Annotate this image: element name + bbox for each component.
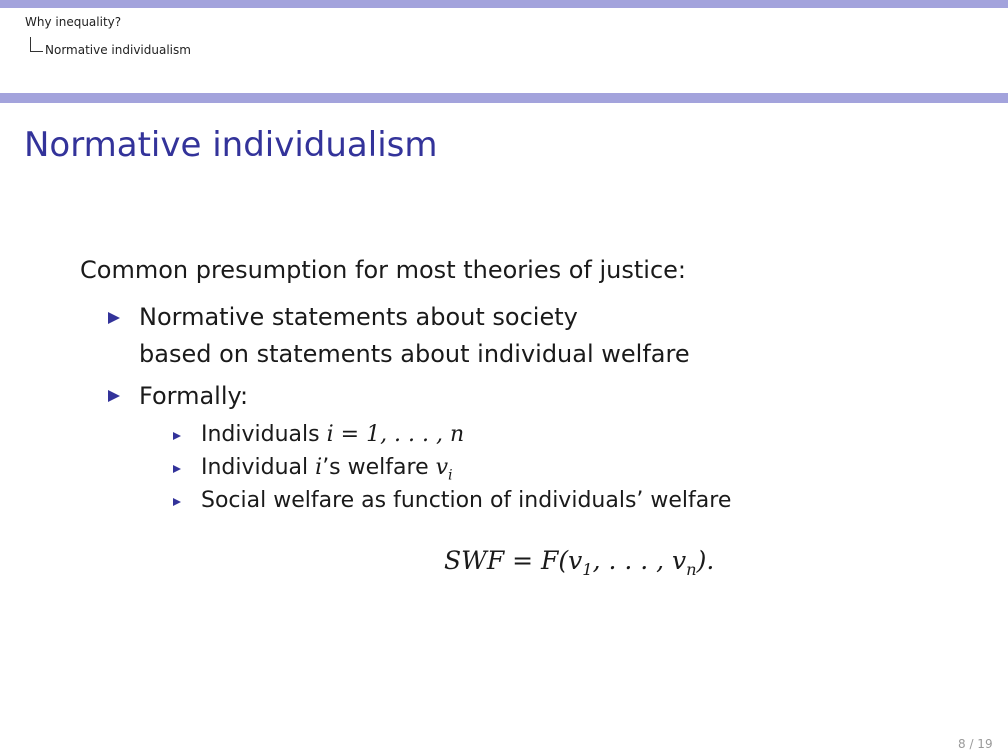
- frame-title: Normative individualism: [24, 125, 438, 165]
- sub-bullet-item-2: Individual i’s welfare vi: [201, 455, 453, 483]
- bullet-item-1-line-2: based on statements about individual wel…: [139, 340, 690, 368]
- tree-connector-icon: [30, 37, 43, 52]
- sub-bullet-item-1: Individuals i = 1, . . . , n: [201, 422, 464, 447]
- breadcrumb-subsection-label: Normative individualism: [45, 43, 191, 57]
- sub-bullet-item-2-math-sub: i: [448, 467, 453, 484]
- bullet-triangle-icon: [108, 312, 120, 324]
- sub-bullet-triangle-icon: [173, 432, 181, 440]
- sub-bullet-item-1-math: i = 1, . . . , n: [326, 422, 465, 447]
- equation-lhs: SWF = F(v: [444, 546, 583, 575]
- header-divider-bar: [0, 93, 1008, 103]
- bullet-triangle-icon: [108, 390, 120, 402]
- sub-bullet-item-2-text-a: Individual: [201, 455, 316, 480]
- equation-sub-n: n: [686, 560, 697, 579]
- sub-bullet-item-3: Social welfare as function of individual…: [201, 488, 732, 513]
- equation-rhs: ).: [696, 546, 715, 575]
- sub-bullet-item-2-math-v: v: [435, 455, 449, 480]
- sub-bullet-triangle-icon: [173, 498, 181, 506]
- sub-bullet-item-1-text: Individuals: [201, 422, 327, 447]
- sub-bullet-item-2-text-b: ’s welfare: [322, 455, 436, 480]
- sub-bullet-triangle-icon: [173, 465, 181, 473]
- swf-equation: SWF = F(v1, . . . , vn).: [444, 546, 714, 579]
- bullet-item-1-line-1: Normative statements about society: [139, 303, 578, 331]
- bullet-item-1: Normative statements about society based…: [139, 299, 690, 373]
- breadcrumb-section: Why inequality?: [25, 15, 122, 29]
- bullet-item-2: Formally:: [139, 382, 249, 410]
- sub-bullet-item-2-math-i: i: [315, 455, 323, 480]
- top-accent-bar: [0, 0, 1008, 8]
- equation-mid: , . . . , v: [592, 546, 687, 575]
- page-number: 8 / 19: [958, 737, 993, 751]
- intro-text: Common presumption for most theories of …: [80, 256, 686, 284]
- equation-sub-1: 1: [582, 560, 593, 579]
